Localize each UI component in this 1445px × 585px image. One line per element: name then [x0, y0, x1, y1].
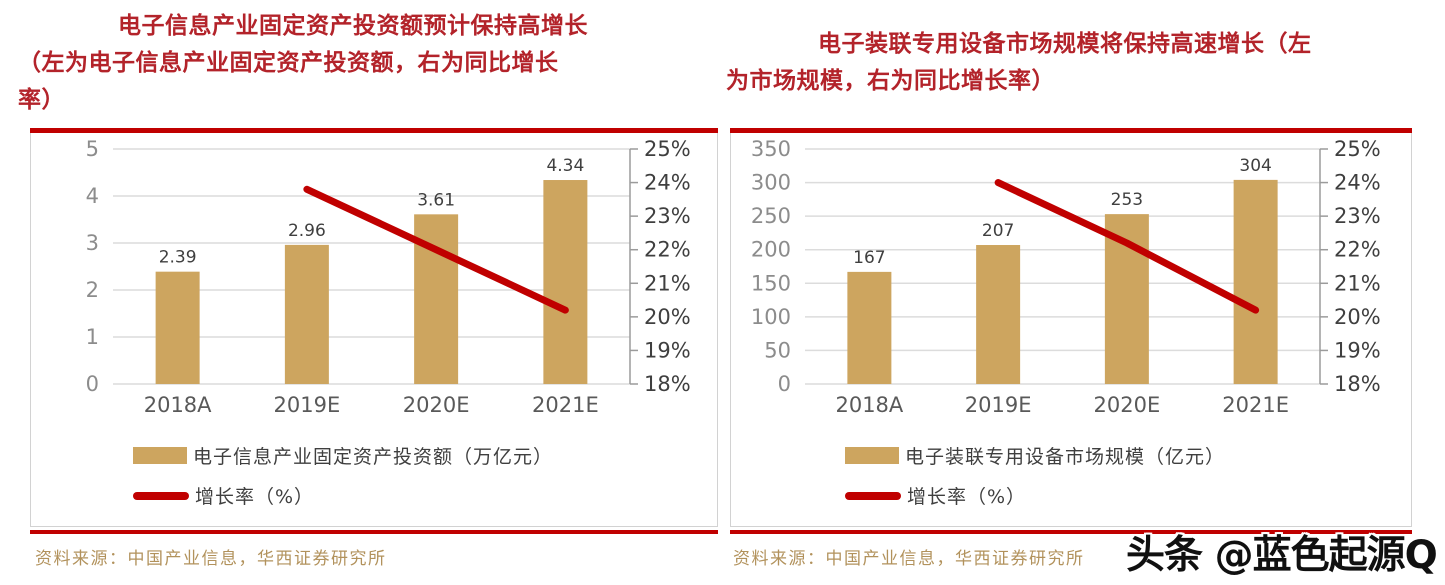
right-axis-tick-label: 18% [644, 372, 691, 396]
bar-value-label: 167 [853, 248, 885, 268]
bar [976, 245, 1021, 384]
x-axis-tick-label: 2018A [835, 393, 903, 417]
left-chart-source: 资料来源：中国产业信息，华西证券研究所 [35, 549, 387, 569]
x-axis-tick-label: 2020E [1094, 393, 1161, 417]
right-axis-tick-label: 22% [644, 238, 691, 262]
left-chart-legend-bar-item: 电子信息产业固定资产投资额（万亿元） [133, 442, 553, 469]
right-axis-tick-label: 20% [644, 305, 691, 329]
left-axis-tick-label: 100 [751, 305, 791, 329]
left-axis-tick-label: 4 [86, 184, 99, 208]
bar-legend-label: 电子装联专用设备市场规模（亿元） [905, 446, 1226, 468]
left-axis-tick-label: 250 [751, 204, 791, 228]
bar-value-label: 253 [1111, 190, 1143, 210]
bar-legend-label: 电子信息产业固定资产投资额（万亿元） [193, 446, 554, 468]
right-chart-legend-line-item: 增长率（%） [845, 482, 1026, 509]
line-legend-swatch [133, 491, 189, 500]
bar [284, 244, 329, 384]
left-axis-tick-label: 3 [86, 231, 99, 255]
x-axis-tick-label: 2019E [965, 393, 1032, 417]
right-axis-tick-label: 23% [644, 204, 691, 228]
left-axis-tick-label: 350 [751, 137, 791, 161]
right-axis-tick-label: 20% [1334, 305, 1381, 329]
left-bar-line-chart: 0 1 2 3 4 5 18% 19% 20% 21% 22% 23% 24% 25% 2.39 2.96 3.… [86, 137, 691, 417]
right-axis-tick-label: 24% [644, 171, 691, 195]
x-axis-tick-label: 2019E [274, 393, 341, 417]
growth-rate-line [994, 179, 1260, 314]
right-axis-tick-label: 22% [1334, 238, 1381, 262]
right-axis-tick-label: 25% [1334, 137, 1381, 161]
right-axis-tick-label: 25% [644, 137, 691, 161]
bar-legend-swatch [845, 447, 899, 464]
right-chart-top-separator [730, 128, 1412, 133]
left-axis-tick-label: 50 [764, 338, 791, 362]
line-legend-swatch [845, 491, 901, 500]
x-axis-tick-label: 2021E [532, 393, 599, 417]
bar-value-label: 3.61 [417, 190, 455, 210]
left-axis-tick-label: 2 [86, 278, 99, 302]
right-chart-title-line: 为市场规模，右为同比增长率） [726, 68, 1055, 94]
left-axis-tick-label: 300 [751, 171, 791, 195]
right-axis-tick-label: 23% [1334, 204, 1381, 228]
bar [847, 271, 892, 384]
bar-legend-swatch [133, 447, 187, 464]
bar [155, 271, 200, 384]
left-axis-tick-label: 200 [751, 238, 791, 262]
x-axis-tick-label: 2021E [1222, 393, 1289, 417]
left-chart-title-line: 电子信息产业固定资产投资额预计保持高增长 [118, 13, 588, 39]
left-chart-bottom-separator [30, 530, 718, 534]
right-chart-title-line: 电子装联专用设备市场规模将保持高速增长（左 [818, 31, 1312, 57]
bar-value-label: 2.96 [288, 221, 326, 241]
line-legend-label: 增长率（%） [195, 486, 315, 508]
left-axis-tick-label: 5 [86, 137, 99, 161]
right-axis-tick-label: 21% [1334, 271, 1381, 295]
left-axis-tick-label: 1 [86, 325, 99, 349]
bar-value-label: 2.39 [159, 248, 197, 268]
right-bar-line-chart: 0 50 100 150 200 250 300 350 18% 19% 20% 21% 22% 23% 2… [751, 137, 1381, 417]
left-chart-legend-line-item: 增长率（%） [133, 482, 314, 509]
right-chart-panel [730, 133, 1412, 527]
toutiao-watermark: 头条 @蓝色起源Q [1126, 533, 1438, 578]
bar [543, 180, 588, 384]
growth-rate-line [303, 185, 569, 314]
right-axis-tick-label: 19% [644, 338, 691, 362]
left-axis-tick-label: 0 [778, 372, 791, 396]
left-chart-title-line: （左为电子信息产业固定资产投资额，右为同比增长 [18, 50, 559, 76]
bar-value-label: 207 [982, 221, 1014, 241]
right-axis-tick-label: 18% [1334, 372, 1381, 396]
right-axis-tick-label: 24% [1334, 171, 1381, 195]
x-axis-tick-label: 2018A [144, 393, 212, 417]
bar-value-label: 4.34 [546, 156, 584, 176]
right-chart-title: 电子装联专用设备市场规模将保持高速增长（左 为市场规模，右为同比增长率） [726, 26, 1442, 100]
right-chart-legend-bar-item: 电子装联专用设备市场规模（亿元） [845, 442, 1225, 469]
right-axis-tick-label: 19% [1334, 338, 1381, 362]
bar [1233, 179, 1278, 384]
right-chart-bottom-separator [730, 530, 1412, 534]
line-legend-label: 增长率（%） [907, 486, 1027, 508]
left-axis-tick-label: 150 [751, 271, 791, 295]
left-chart-title-line: 率） [18, 87, 65, 113]
left-axis-tick-label: 0 [86, 372, 99, 396]
x-axis-tick-label: 2020E [403, 393, 470, 417]
right-chart-source: 资料来源：中国产业信息，华西证券研究所 [733, 549, 1085, 569]
bar-value-label: 304 [1239, 156, 1271, 176]
right-axis-tick-label: 21% [644, 271, 691, 295]
left-chart-top-separator [30, 128, 718, 133]
left-chart-title: 电子信息产业固定资产投资额预计保持高增长 （左为电子信息产业固定资产投资额，右为… [18, 8, 718, 119]
